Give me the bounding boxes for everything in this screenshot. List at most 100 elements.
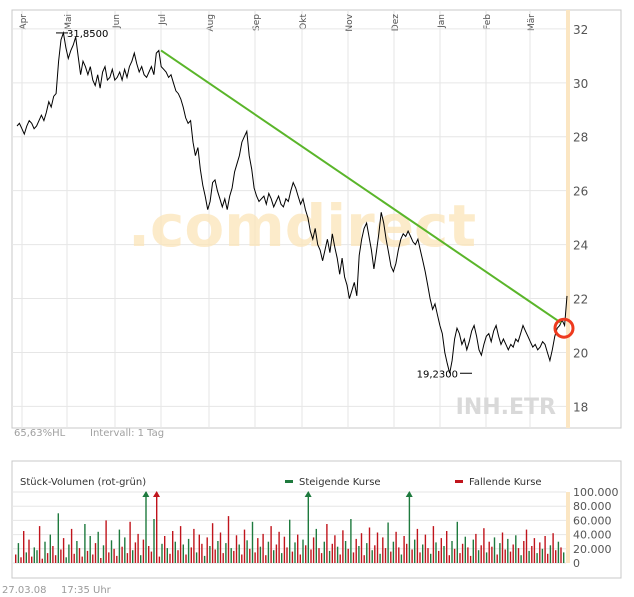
- stat-label: 65,63%HL: [14, 428, 66, 439]
- low-label: 19,2300: [417, 369, 458, 380]
- volume-bar: [384, 548, 387, 563]
- volume-bar: [305, 545, 307, 564]
- volume-bar: [374, 545, 376, 564]
- volume-chart: Stück-Volumen (rot-grün) Steigende Kurse F…: [11, 460, 622, 579]
- volume-bar: [105, 520, 107, 563]
- volume-bar: [496, 554, 498, 563]
- y-tick-label: 18: [573, 400, 588, 414]
- volume-bar: [283, 536, 286, 563]
- volume-bar: [126, 553, 129, 563]
- legend-swatch: [455, 480, 463, 483]
- volume-bar: [560, 547, 562, 563]
- volume-bar: [84, 524, 86, 563]
- symbol-label: INH.ETR: [456, 395, 556, 420]
- volume-bar: [525, 529, 528, 563]
- volume-bar: [68, 544, 70, 563]
- volume-bar: [54, 555, 57, 563]
- volume-bar: [209, 546, 211, 563]
- volume-bar: [78, 548, 81, 563]
- volume-bar: [387, 522, 389, 563]
- volume-bar: [408, 492, 411, 563]
- volume-bar: [153, 519, 155, 563]
- volume-bar: [36, 550, 38, 563]
- volume-bar: [254, 552, 256, 563]
- volume-bar: [446, 531, 448, 563]
- volume-bar: [273, 550, 275, 563]
- high-label: 31,8500: [67, 29, 108, 40]
- volume-bar: [134, 542, 137, 563]
- volume-bar: [46, 553, 49, 563]
- volume-bar: [187, 538, 190, 563]
- footer: 27.03.08 17:35 Uhr: [2, 585, 112, 596]
- volume-overflow-arrow: [142, 491, 150, 497]
- volume-bar: [352, 552, 355, 563]
- volume-bar: [294, 542, 296, 563]
- volume-bar: [390, 551, 392, 563]
- volume-bar: [509, 551, 512, 563]
- volume-bar: [270, 526, 272, 563]
- volume-bar: [52, 546, 54, 563]
- price-chart: Apr Mai Jun Jul Aug Sep Okt Nov Dez Jan Feb Mär 18 20…: [11, 9, 622, 439]
- volume-bar: [552, 533, 554, 563]
- volume-bar: [528, 550, 530, 563]
- volume-bar: [531, 546, 533, 563]
- volume-bar: [132, 550, 134, 563]
- volume-bar: [81, 556, 83, 563]
- volume-bar: [166, 548, 168, 563]
- volume-bar: [406, 543, 408, 563]
- volume-bar: [243, 529, 246, 563]
- volume-bar: [246, 540, 248, 563]
- footer-date: 27.03.08: [2, 585, 47, 596]
- volume-bar: [344, 541, 347, 563]
- volume-bar: [41, 558, 43, 563]
- volume-bar: [177, 550, 179, 563]
- y-tick-label: 28: [573, 131, 588, 145]
- volume-bar: [371, 550, 373, 563]
- volume-bar: [172, 531, 174, 563]
- axis-band: [566, 10, 570, 428]
- volume-bar: [241, 554, 243, 563]
- volume-title: Stück-Volumen (rot-grün): [20, 477, 146, 488]
- volume-bar: [92, 554, 94, 563]
- volume-bar: [440, 538, 442, 563]
- volume-bar: [555, 550, 557, 563]
- volume-bar: [28, 539, 30, 563]
- volume-bar: [76, 541, 78, 563]
- volume-bar: [259, 546, 262, 563]
- volume-bar: [299, 554, 301, 563]
- volume-bar: [549, 545, 552, 564]
- volume-bar: [336, 546, 339, 563]
- volume-y-tick-label: 20.000: [573, 543, 612, 556]
- volume-bar: [60, 549, 62, 563]
- interval-label: Intervall: 1 Tag: [90, 428, 164, 439]
- volume-bar: [360, 533, 363, 563]
- volume-bar: [483, 528, 485, 563]
- volume-bar: [217, 541, 219, 563]
- volume-bar: [275, 544, 278, 563]
- volume-bar: [475, 533, 477, 563]
- highlight-circle: [553, 317, 575, 339]
- volume-bar: [44, 541, 46, 563]
- volume-y-tick-label: 100.000: [573, 486, 619, 499]
- volume-bar: [438, 550, 440, 563]
- volume-bar: [339, 554, 341, 563]
- volume-bar: [38, 526, 41, 563]
- y-tick-label: 32: [573, 23, 588, 37]
- volume-bar: [427, 548, 429, 563]
- volume-bar: [326, 524, 328, 563]
- volume-bar: [214, 549, 216, 563]
- volume-bar: [491, 546, 493, 563]
- volume-bar: [238, 544, 240, 563]
- volume-bar: [249, 548, 251, 563]
- volume-bar: [493, 537, 496, 563]
- volume-bar: [334, 535, 336, 563]
- volume-bar: [195, 552, 198, 563]
- volume-bar: [201, 543, 203, 563]
- volume-bar: [267, 541, 270, 563]
- volume-bar: [499, 543, 501, 563]
- volume-bar: [416, 528, 419, 563]
- volume-bar: [368, 527, 371, 563]
- legend-label: Steigende Kurse: [299, 477, 381, 488]
- volume-bar: [97, 531, 99, 563]
- y-tick-label: 22: [573, 293, 588, 307]
